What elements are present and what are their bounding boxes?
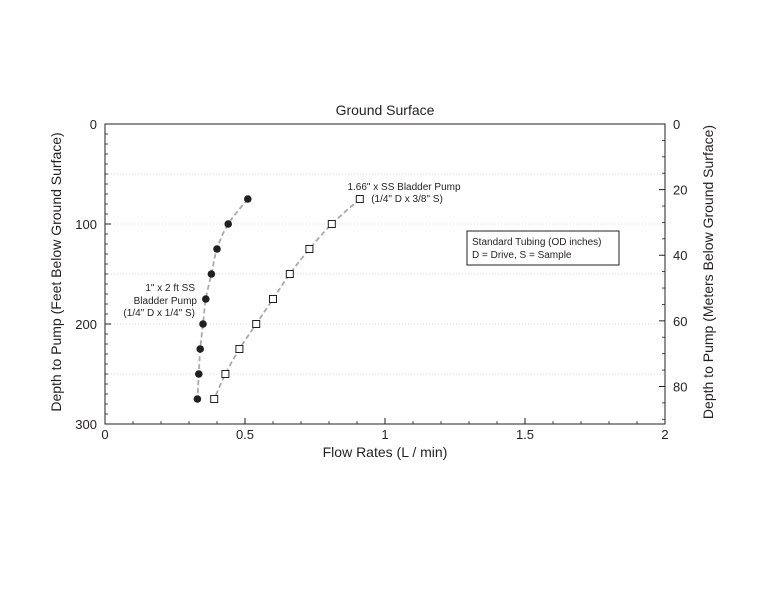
svg-text:D = Drive, S = Sample: D = Drive, S = Sample: [472, 250, 572, 261]
series-1-line: [196, 198, 249, 400]
series-1-point: [195, 370, 203, 378]
right-y-tick-label: 60: [673, 314, 687, 329]
series-2-point: [327, 220, 336, 228]
right-y-tick-label: 0: [673, 117, 680, 132]
x-tick-label: 0: [101, 427, 108, 442]
svg-text:1.66" x SS Bladder Pump: 1.66" x SS Bladder Pump: [347, 182, 460, 193]
svg-text:1" x 2 ft SS: 1" x 2 ft SS: [145, 283, 195, 294]
x-tick-label: 1: [381, 427, 388, 442]
right-y-tick-label: 20: [673, 183, 687, 198]
series-2-point: [269, 295, 277, 303]
x-tick-label: 2: [661, 427, 668, 442]
svg-text:(1/4" D x 1/4" S): (1/4" D x 1/4" S): [123, 308, 195, 319]
x-tick-label: 0.5: [236, 427, 254, 442]
series-1-point: [202, 295, 210, 303]
series-2-point: [252, 320, 261, 328]
series-2-point: [305, 245, 314, 253]
series-1-point: [207, 270, 216, 278]
series-2-label: 1.66" x SS Bladder Pump (1/4" D x 3/8" S…: [347, 182, 460, 205]
series-2-point: [210, 395, 219, 403]
series-1-point: [199, 320, 207, 328]
left-y-axis-title: Depth to Pump (Feet Below Ground Surface…: [48, 132, 64, 411]
series-1-point: [244, 195, 252, 203]
svg-text:Standard Tubing (OD inches): Standard Tubing (OD inches): [472, 237, 602, 248]
left-y-tick-label: 0: [90, 117, 97, 132]
right-y-tick-label: 80: [673, 379, 687, 394]
right-y-tick-label: 40: [673, 248, 687, 263]
left-y-tick-label: 200: [75, 317, 97, 332]
series-1-label: 1" x 2 ft SS Bladder Pump (1/4" D x 1/4"…: [123, 283, 197, 319]
series-1-point: [224, 220, 232, 228]
x-tick-label: 1.5: [516, 427, 534, 442]
left-y-tick-label: 300: [75, 417, 97, 432]
left-y-tick-label: 100: [75, 217, 97, 232]
series-2-line: [213, 198, 361, 400]
x-axis-title: Flow Rates (L / min): [323, 444, 448, 460]
right-y-axis-title: Depth to Pump (Meters Below Ground Surfa…: [700, 125, 716, 419]
series-2-point: [221, 370, 230, 378]
svg-text:(1/4" D x 3/8" S): (1/4" D x 3/8" S): [371, 194, 443, 205]
chart-title: Ground Surface: [336, 102, 435, 118]
tubing-legend-box: Standard Tubing (OD inches) D = Drive, S…: [466, 230, 620, 266]
series-2-point: [285, 270, 294, 278]
series-1-point: [196, 345, 204, 353]
grid-lines: [105, 173, 665, 375]
series-1-point: [193, 395, 202, 403]
svg-text:Bladder Pump: Bladder Pump: [134, 296, 198, 307]
series-1-point: [213, 245, 221, 253]
data-series: [193, 195, 364, 403]
series-2-point: [355, 195, 364, 203]
series-2-point: [235, 345, 244, 353]
